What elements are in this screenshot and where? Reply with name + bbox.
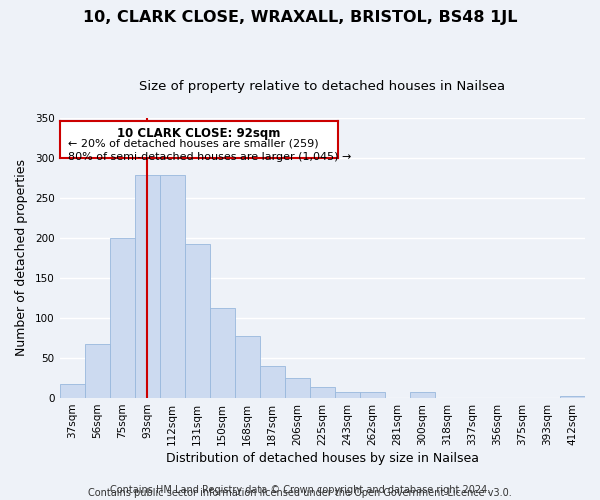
Bar (85, 344, 110, 398)
Bar (209, 308, 235, 398)
Bar (285, 378, 310, 398)
Text: 10, CLARK CLOSE, WRAXALL, BRISTOL, BS48 1JL: 10, CLARK CLOSE, WRAXALL, BRISTOL, BS48 … (83, 10, 517, 25)
Bar (260, 366, 285, 398)
Bar (160, 176, 185, 398)
Bar (59, 384, 85, 398)
Bar (110, 238, 134, 398)
Bar (410, 392, 435, 398)
Y-axis label: Number of detached properties: Number of detached properties (15, 160, 28, 356)
Bar (235, 336, 260, 398)
Bar (560, 396, 585, 398)
Bar (134, 176, 160, 398)
Bar (185, 244, 209, 398)
Title: Size of property relative to detached houses in Nailsea: Size of property relative to detached ho… (139, 80, 505, 93)
Bar (335, 392, 360, 398)
Text: Contains public sector information licensed under the Open Government Licence v3: Contains public sector information licen… (88, 488, 512, 498)
Text: Contains HM Land Registry data © Crown copyright and database right 2024.: Contains HM Land Registry data © Crown c… (110, 485, 490, 495)
Bar (360, 392, 385, 398)
X-axis label: Distribution of detached houses by size in Nailsea: Distribution of detached houses by size … (166, 452, 479, 465)
Bar (310, 387, 335, 398)
